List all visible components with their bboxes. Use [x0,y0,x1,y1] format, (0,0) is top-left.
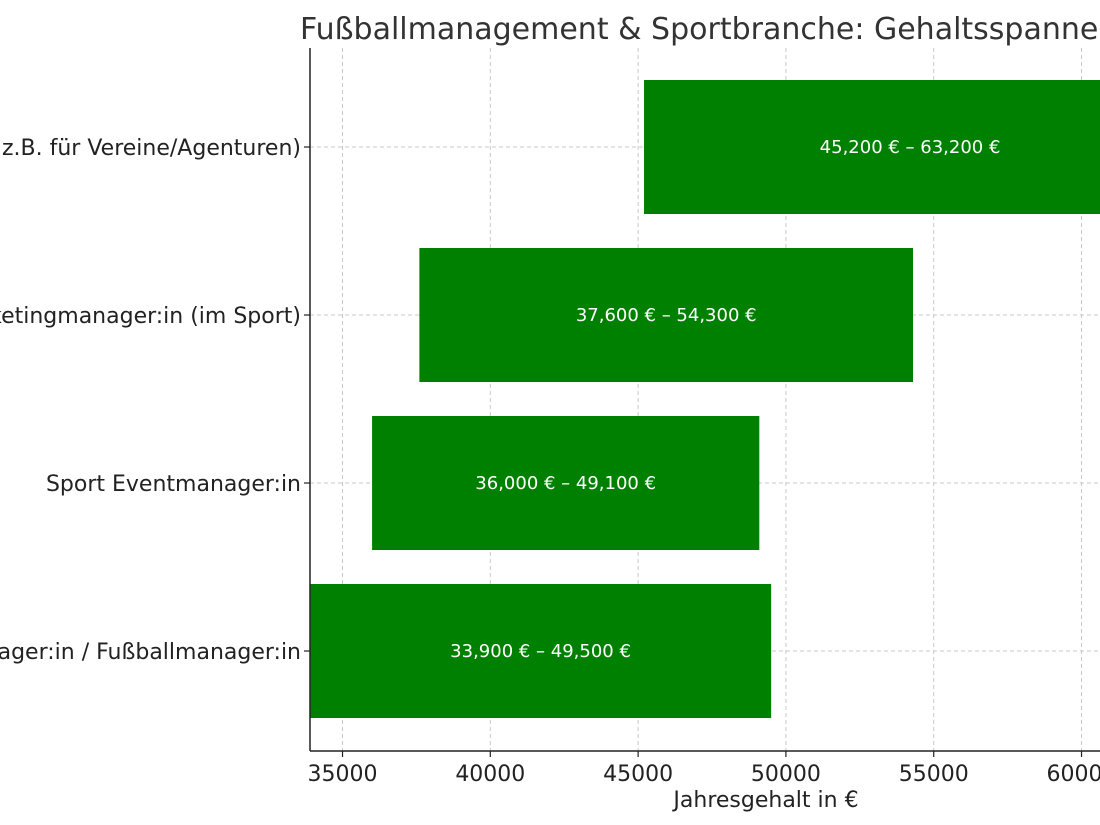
chart-title: Fußballmanagement & Sportbranche: Gehalt… [300,12,1098,47]
x-axis-label: Jahresgehalt in € [671,788,858,813]
range-bar [372,416,760,550]
x-tick-label: 50000 [751,762,821,787]
bar-value-label: 45,200 € – 63,200 € [820,137,1001,158]
category-label: Spielerberater:in (z.B. für Vereine/Agen… [0,136,301,161]
x-tick-label: 60000 [1047,762,1100,787]
x-tick-label: 35000 [308,762,378,787]
bar-value-label: 33,900 € – 49,500 € [450,641,631,662]
x-tick-label: 40000 [455,762,525,787]
category-label: Sport Eventmanager:in [46,472,301,497]
x-tick-label: 55000 [899,762,969,787]
range-bar [419,248,914,382]
category-label: Marketingmanager:in (im Sport) [0,304,301,329]
axis-layer: 35000 40000 45000 50000 55000 60000 Sportmanag… [0,48,1100,787]
range-bar [644,80,1100,214]
bar-layer: 33,900 € – 49,500 € 36,000 € – 49,100 € 37… [310,80,1100,718]
category-label: Sportmanager:in / Fußballmanager:in [0,640,301,665]
bar-value-label: 36,000 € – 49,100 € [475,473,656,494]
bar-value-label: 37,600 € – 54,300 € [576,305,757,326]
x-tick-label: 45000 [603,762,673,787]
range-bar [310,584,772,718]
